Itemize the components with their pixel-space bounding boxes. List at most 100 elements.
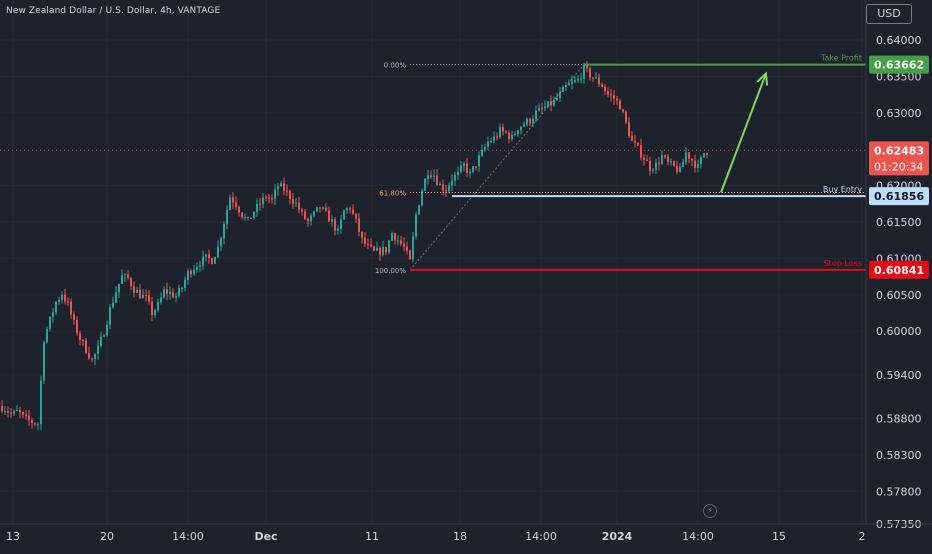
candle-body [394, 233, 396, 241]
currency-button[interactable]: USD [866, 4, 912, 24]
candle-body [334, 219, 336, 231]
candle-body [637, 142, 639, 146]
candle-body [307, 218, 309, 222]
candle-body [658, 162, 660, 164]
candle-body [259, 203, 261, 205]
candle-body [526, 118, 528, 125]
candle-body [166, 289, 168, 294]
candle-body [694, 160, 696, 168]
candle-body [1, 406, 3, 412]
candle-body [220, 237, 222, 247]
candle-body [187, 270, 189, 281]
candle-body [211, 258, 213, 264]
candle-body [94, 353, 96, 360]
candle-body [43, 342, 45, 381]
price-axis: 0.640000.635000.630000.620000.615000.610… [865, 0, 932, 550]
candle-body [337, 228, 339, 231]
candle-body [421, 190, 423, 206]
candle-body [577, 78, 579, 81]
candle-body [418, 205, 420, 215]
candle-body [490, 141, 492, 143]
candle-body [352, 209, 354, 214]
candle-body [331, 219, 333, 222]
lightning-icon[interactable]: ⚡ [703, 504, 717, 518]
candle-body [550, 101, 552, 106]
candle-body [586, 64, 588, 69]
candle-body [310, 215, 312, 222]
candle-body [70, 301, 72, 315]
candle-body [217, 246, 219, 258]
candle-body [700, 157, 702, 164]
candle-body [361, 231, 363, 238]
candle-body [82, 339, 84, 341]
candle-body [28, 415, 30, 421]
y-tick-label: 0.58300 [876, 449, 922, 462]
candle-body [88, 353, 90, 359]
candle-body [139, 289, 141, 299]
candle-body [175, 296, 177, 298]
candle-body [370, 244, 372, 247]
candle-body [697, 163, 699, 168]
candle-body [319, 207, 321, 209]
last-price-tag [869, 141, 929, 176]
candle-body [556, 97, 558, 100]
candle-body [328, 210, 330, 222]
candle-body [184, 280, 186, 288]
candle-body [484, 146, 486, 150]
x-tick-label: 2 [859, 530, 866, 543]
candle-body [349, 208, 351, 210]
countdown-text: 01:20:34 [874, 160, 923, 173]
y-tick-label: 0.60500 [876, 289, 922, 302]
candle-body [448, 185, 450, 192]
candle-body [382, 247, 384, 255]
candle-body [580, 78, 582, 80]
candle-body [619, 100, 621, 110]
candle-body [253, 211, 255, 219]
level-price-tag [869, 187, 929, 206]
level-price-text: 0.61856 [874, 190, 924, 203]
candle-body [568, 83, 570, 86]
candle-body [598, 77, 600, 85]
candle-body [142, 294, 144, 299]
candle-body [520, 126, 522, 131]
level-label: Stop Loss [824, 259, 862, 268]
candle-body [460, 165, 462, 172]
x-tick-label: Dec [254, 530, 277, 543]
level-label: Buy Entry [823, 185, 862, 194]
candle-body [229, 197, 231, 210]
candle-body [7, 411, 9, 413]
candle-body [661, 155, 663, 164]
candle-body [178, 287, 180, 297]
candle-body [274, 189, 276, 199]
candle-body [97, 345, 99, 354]
candle-body [268, 197, 270, 199]
last-price-text: 0.62483 [874, 144, 924, 157]
candle-body [241, 212, 243, 218]
candle-body [388, 240, 390, 253]
level-price-tag [869, 55, 929, 74]
candle-body [106, 324, 108, 336]
candle-body [172, 292, 174, 298]
candle-body [301, 209, 303, 212]
candle-body [340, 219, 342, 229]
y-tick-label: 0.61500 [876, 216, 922, 229]
candle-body [415, 214, 417, 237]
candle-body [634, 140, 636, 143]
candle-body [409, 250, 411, 260]
candle-body [376, 247, 378, 251]
candle-body [316, 207, 318, 212]
candle-body [433, 175, 435, 177]
candle-body [451, 180, 453, 186]
candle-body [247, 217, 249, 219]
candle-body [607, 91, 609, 95]
candle-body [412, 236, 414, 260]
fib-level-label: 61.80% [379, 189, 406, 197]
y-tick-label: 0.58800 [876, 412, 922, 425]
candle-body [76, 320, 78, 334]
candle-body [148, 295, 150, 302]
candle-body [571, 81, 573, 84]
time-axis: 13 20 14:00 Dec 11 18 14:00 2024 14:00 15 2 [0, 523, 932, 543]
chart-title: New Zealand Dollar / U.S. Dollar, 4h, VA… [6, 6, 221, 16]
